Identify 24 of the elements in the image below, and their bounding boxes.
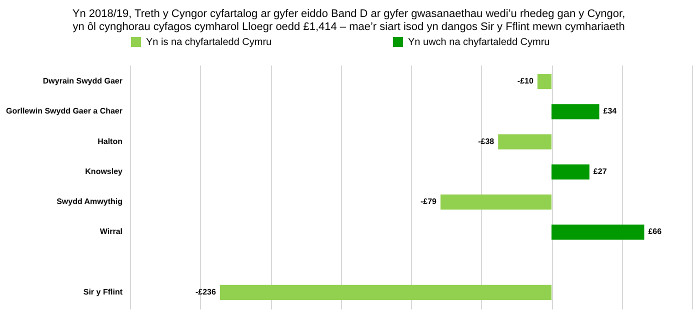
y-tick-label: Gorllewin Swydd Gaer a Chaer <box>6 106 122 116</box>
data-label: -£236 <box>195 287 216 296</box>
data-label: -£10 <box>517 76 534 86</box>
bar <box>498 134 552 150</box>
data-label: £66 <box>648 227 662 236</box>
bar <box>220 284 552 300</box>
bar <box>552 164 590 180</box>
bar <box>440 194 552 210</box>
chart-title: Yn 2018/19, Treth y Cyngor cyfartalog ar gyfer eiddo Band D ar gyfer gwasanaethau wedi’u rhedeg gan y Cyngor, yn ôl cynghorau cyfagos cymharol Lloegr oedd £1,414 – mae’r siart isod yn dangos Sir y Fflint mewn cymhariaeth <box>72 8 626 33</box>
y-tick-label: Swydd Amwythig <box>56 197 123 206</box>
data-label: -£79 <box>420 197 438 206</box>
legend-label: Yn uwch na chyfartaledd Cymru <box>408 37 550 48</box>
y-tick-label: Halton <box>98 136 123 146</box>
bar <box>552 224 644 240</box>
bar <box>552 104 600 120</box>
y-tick-label: Sir y Fflint <box>83 287 123 296</box>
bar <box>537 74 552 90</box>
data-label: £27 <box>593 166 608 176</box>
y-tick-label: Wirral <box>100 227 122 236</box>
legend-label: Yn is na chyfartaledd Cymru <box>146 37 272 48</box>
y-tick-label: Dwyrain Swydd Gaer <box>42 76 122 86</box>
data-label: £34 <box>603 106 618 116</box>
y-tick-label: Knowsley <box>85 166 124 176</box>
data-label: -£38 <box>478 136 495 146</box>
